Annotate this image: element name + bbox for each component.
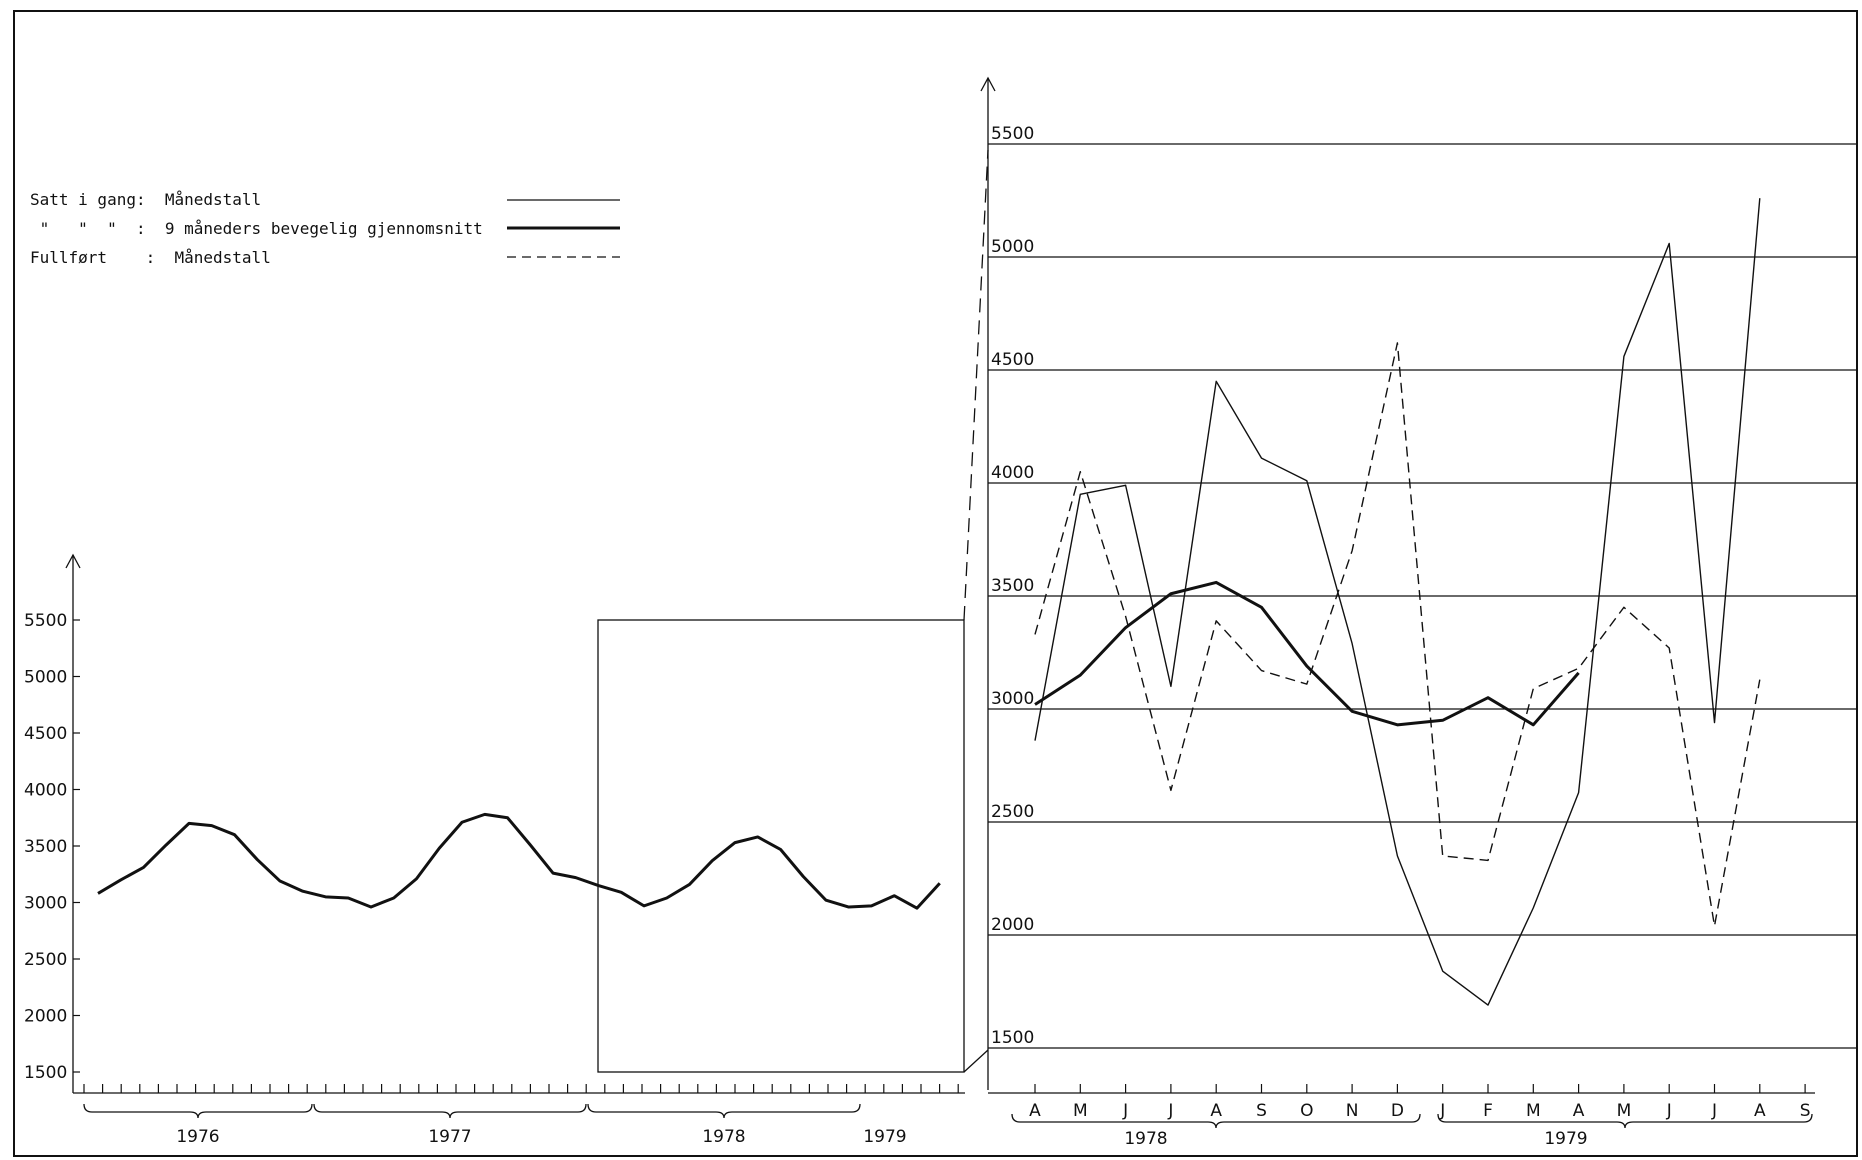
right-month-label: J	[1666, 1101, 1672, 1121]
right-year-label: 1979	[1544, 1129, 1587, 1149]
right-month-label: M	[1526, 1101, 1541, 1121]
left-y-tick-label: 4500	[24, 724, 67, 744]
right-month-label: A	[1754, 1101, 1766, 1121]
right-series-thin	[1034, 198, 1761, 1006]
right-year-label: 1978	[1124, 1129, 1167, 1149]
right-year-braces: 1978 1979	[1011, 1113, 1813, 1149]
left-y-tick-label: 1500	[24, 1063, 67, 1083]
zoom-connector-top	[963, 149, 989, 621]
right-series-thick	[1034, 580, 1580, 727]
left-y-tick-label: 2500	[24, 950, 67, 970]
right-grid-label: 2000	[991, 915, 1034, 935]
right-gridlines: 1500 2000 2500 3000 3500 4000 4500 5000 5500	[988, 124, 1858, 1049]
right-month-label: A	[1029, 1101, 1041, 1121]
legend-label-0: Satt i gang: Månedstall	[30, 190, 261, 209]
left-y-tick-label: 5500	[24, 611, 67, 631]
right-month-label: N	[1346, 1101, 1359, 1121]
left-year-label: 1978	[702, 1127, 745, 1147]
right-grid-label: 3000	[991, 689, 1034, 709]
right-grid-label: 2500	[991, 802, 1034, 822]
right-month-label: J	[1167, 1101, 1173, 1121]
zoom-box	[597, 619, 965, 1073]
left-year-label: 1977	[428, 1127, 471, 1147]
left-y-tick-labels: 1500 2000 2500 3000 3500 4000 4500 5000 5500	[24, 611, 80, 1083]
left-year-braces: 1976 1977 1978 1979	[83, 1103, 907, 1147]
chart-frame	[13, 10, 1858, 1157]
left-x-ticks	[83, 1084, 959, 1093]
right-grid-label: 4000	[991, 463, 1034, 483]
left-year-brace	[313, 1103, 587, 1119]
left-y-axis-arrow	[65, 553, 81, 569]
right-grid-label: 1500	[991, 1028, 1034, 1048]
right-month-label: M	[1617, 1101, 1632, 1121]
right-month-label: A	[1210, 1101, 1222, 1121]
left-year-label: 1979	[863, 1127, 906, 1147]
left-series	[97, 812, 941, 910]
left-year-brace	[587, 1103, 861, 1119]
left-y-tick-label: 5000	[24, 668, 67, 688]
right-month-label: A	[1573, 1101, 1585, 1121]
right-month-label: S	[1256, 1101, 1267, 1121]
right-chart: 1500 2000 2500 3000 3500 4000 4500 5000 5500 A M J…	[980, 76, 1858, 1149]
right-grid-label: 5000	[991, 237, 1034, 257]
right-grid-label: 5500	[991, 124, 1034, 144]
left-year-label: 1976	[176, 1127, 219, 1147]
right-month-label: M	[1073, 1101, 1088, 1121]
legend: Satt i gang: Månedstall " " " : 9 månede…	[30, 190, 620, 267]
right-month-label: J	[1439, 1101, 1445, 1121]
left-year-brace	[83, 1103, 313, 1119]
right-grid-label: 4500	[991, 350, 1034, 370]
left-y-tick-label: 4000	[24, 781, 67, 801]
zoom-connector-bottom	[963, 1049, 989, 1073]
right-year-brace	[1011, 1113, 1421, 1129]
left-y-tick-label: 3500	[24, 837, 67, 857]
right-grid-label: 3500	[991, 576, 1034, 596]
right-month-label: F	[1483, 1101, 1493, 1121]
right-y-axis-arrow	[980, 76, 996, 92]
left-y-tick-label: 3000	[24, 894, 67, 914]
right-series-dashed	[1034, 342, 1761, 927]
left-y-tick-label: 2000	[24, 1007, 67, 1027]
left-chart: 1500 2000 2500 3000 3500 4000 4500 5000 5500 197…	[24, 553, 965, 1147]
right-month-label: O	[1300, 1101, 1313, 1121]
right-month-label: J	[1711, 1101, 1717, 1121]
right-series	[1034, 198, 1761, 1006]
legend-label-1: " " " : 9 måneders bevegelig gjennomsnit…	[30, 219, 483, 238]
right-month-label: D	[1391, 1101, 1404, 1121]
right-month-label: S	[1800, 1101, 1811, 1121]
right-month-label: J	[1122, 1101, 1128, 1121]
left-series-line	[97, 812, 941, 910]
right-year-brace	[1437, 1113, 1813, 1129]
legend-label-2: Fullført : Månedstall	[30, 248, 271, 267]
